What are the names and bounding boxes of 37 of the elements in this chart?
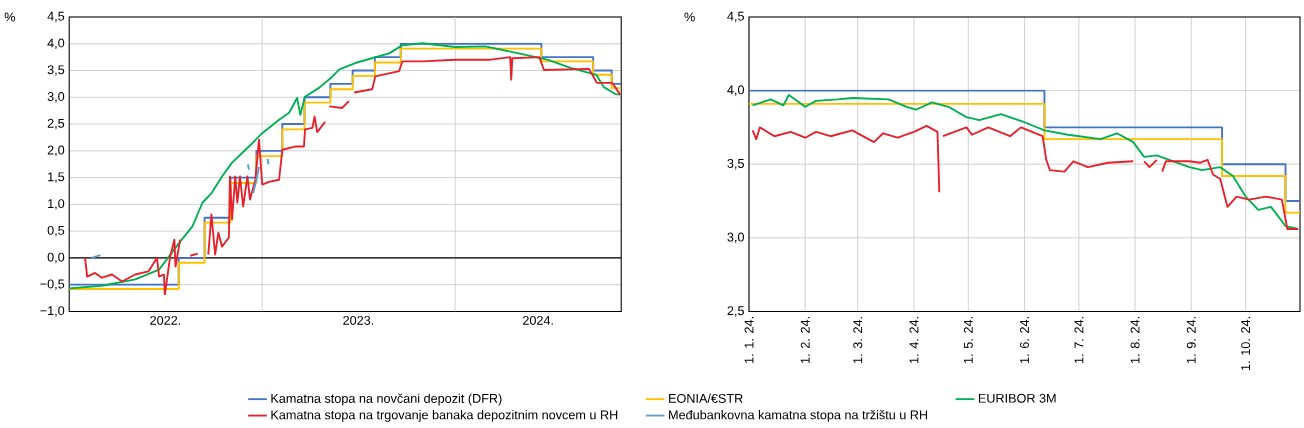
y-tick-label: 4,5 [727, 11, 744, 23]
x-tick-label: 1. 6. 24. [1020, 316, 1029, 363]
x-tick-label: 1. 1. 24. [744, 316, 754, 363]
x-tick-label: 1. 9. 24. [1186, 316, 1196, 363]
y-tick-label: −0,5 [40, 279, 65, 290]
y-axis-title: % [684, 12, 695, 22]
y-tick-label: 4,0 [727, 85, 745, 96]
y-tick-label: 4,0 [47, 38, 65, 49]
x-tick-label: 1. 7. 24. [1074, 316, 1084, 363]
x-tick-label: 2023. [343, 315, 374, 325]
legend-label: EURIBOR 3M [978, 393, 1056, 403]
x-tick-label: 1. 3. 24. [853, 316, 863, 363]
y-tick-label: 1,0 [48, 199, 65, 210]
y-tick-label: 3,5 [47, 65, 65, 76]
y-tick-label: 2,5 [47, 118, 65, 130]
y-tick-label: 0,5 [47, 225, 65, 237]
x-tick-label: 2022. [150, 315, 181, 325]
y-tick-label: 2,0 [47, 145, 65, 156]
x-tick-label: 1. 4. 24. [909, 316, 919, 363]
y-tick-label: 0,0 [47, 252, 65, 264]
x-tick-label: 1. 2. 24. [800, 316, 810, 363]
y-axis-title: % [4, 12, 16, 22]
y-tick-label: 1,5 [48, 172, 65, 183]
legend-label: Kamatna stopa na novčani depozit (DFR) [271, 393, 502, 406]
x-tick-label: 2024. [523, 315, 553, 325]
x-tick-label: 1. 5. 24. [963, 316, 973, 363]
y-tick-label: −1,0 [40, 306, 65, 317]
y-tick-label: 4,5 [47, 11, 65, 23]
legend-label: Međubankovna kamatna stopa na tržištu u RH [669, 409, 928, 422]
legend-label: Kamatna stopa na trgovanje banaka depozitnim novcem u RH [271, 409, 618, 422]
x-tick-label: 1. 10. 24. [1241, 316, 1251, 370]
y-tick-label: 3,0 [47, 91, 65, 103]
legend-label: EONIA/€STR [669, 393, 743, 403]
y-tick-label: 3,0 [727, 232, 745, 243]
y-tick-label: 2,5 [727, 306, 744, 317]
y-tick-label: 3,5 [727, 158, 744, 170]
x-tick-label: 1. 8. 24. [1130, 316, 1140, 363]
